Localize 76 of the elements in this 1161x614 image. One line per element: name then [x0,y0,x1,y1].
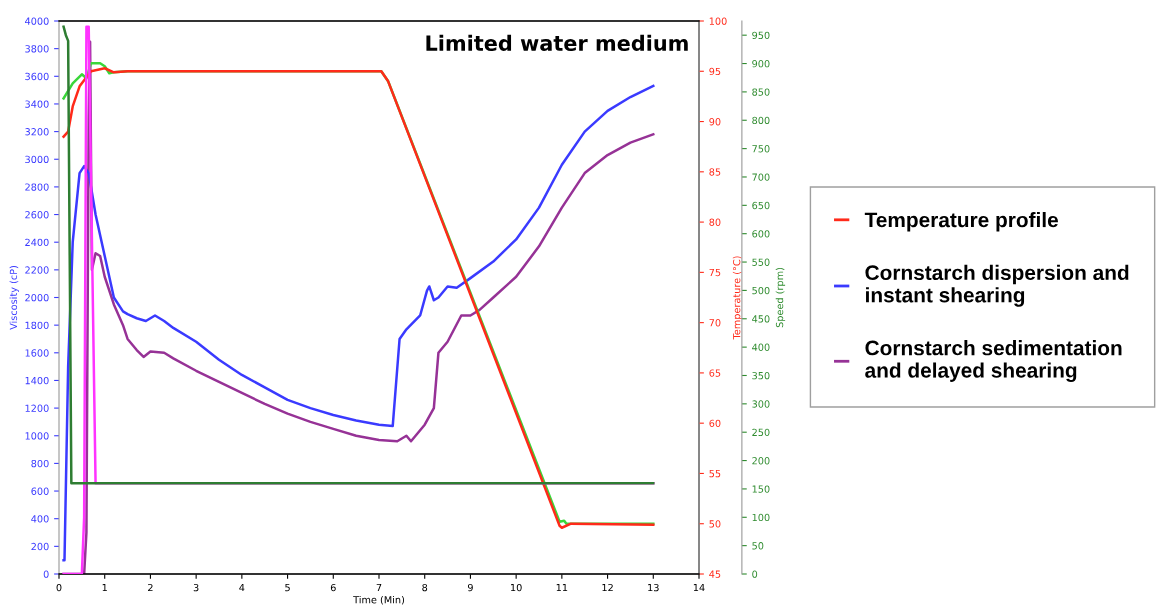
y3-tick-label: 950 [752,31,770,40]
y2-tick-label: 80 [709,218,721,226]
y3-tick-label: 600 [752,230,770,238]
y3-tick-label: 300 [752,400,770,408]
y3-tick-label: 500 [752,286,770,295]
y3-tick-label: 200 [752,457,770,465]
y3-tick-label: 50 [752,542,764,550]
x-tick-label: 10 [511,583,522,592]
y3-tick-label: 700 [752,173,770,181]
y-tick-label: 4000 [25,17,49,25]
y-tick-label: 200 [31,542,49,551]
y-tick-label: 2400 [25,238,49,247]
x-tick-label: 14 [693,584,705,592]
x-tick-label: 1 [102,584,107,592]
x-tick-label: 5 [285,584,290,592]
x-tick-label: 3 [193,583,199,592]
x-tick-label: 11 [556,584,568,592]
y-tick-label: 3000 [25,155,49,164]
x-tick-label: 8 [422,583,428,592]
y3-tick-label: 900 [752,60,770,68]
y-axis-title: Viscosity (cP) [9,265,19,330]
y2-tick-label: 65 [709,369,721,377]
x-tick-label: 0 [56,583,62,592]
x-tick-label: 12 [602,583,613,592]
text: Limited water medium [426,34,688,51]
y-tick-label: 600 [31,487,49,495]
y-tick-label: 2200 [25,266,49,274]
y3-tick-label: 750 [752,145,770,153]
y2-tick-label: 70 [709,319,721,327]
y3-tick-label: 800 [752,116,770,125]
y3-tick-label: 350 [752,371,770,380]
y3-tick-label: 0 [752,570,758,578]
y-tick-label: 3800 [25,45,49,53]
y-tick-label: 1000 [25,432,49,440]
y2-tick-label: 45 [709,570,721,578]
x-tick-label: 4 [239,584,245,592]
x-tick-label: 7 [376,584,382,592]
x-tick-label: 9 [467,583,473,592]
y-tick-label: 400 [31,515,49,523]
y2-tick-label: 60 [709,419,721,428]
x-tick-label: 6 [330,583,336,592]
y3-tick-label: 550 [752,258,770,266]
y-tick-label: 0 [43,570,49,578]
y3-tick-label: 450 [752,315,770,323]
y2-tick-label: 90 [709,118,721,126]
y2-tick-label: 50 [709,520,721,528]
y2-tick-label: 55 [709,470,721,478]
y3-tick-label: 100 [752,513,770,522]
y2-tick-label: 95 [709,67,721,76]
y-tick-label: 800 [31,459,49,468]
y3-tick-label: 850 [752,88,770,96]
y-tick-label: 2800 [25,183,49,191]
y3-axis-title: Speed (rpm) [775,267,786,328]
y-tick-label: 2000 [25,293,49,302]
y-tick-label: 1600 [25,349,49,357]
x-tick-label: 13 [648,583,659,592]
legend-label: Temperature profile [864,212,1058,232]
y-tick-label: 1800 [25,321,49,329]
y-tick-label: 3200 [25,128,49,136]
y2-tick-label: 85 [709,168,721,176]
y2-tick-label: 100 [709,17,727,25]
y3-tick-label: 150 [752,485,770,493]
y-tick-label: 3400 [25,100,49,108]
y2-axis-title: Temperature (°C) [732,256,743,340]
y-tick-label: 2600 [25,211,49,219]
x-tick-label: 2 [148,583,153,592]
y-tick-label: 1200 [25,404,49,412]
y3-tick-label: 250 [752,428,770,437]
y2-tick-label: 75 [709,268,721,277]
y3-tick-label: 650 [752,201,770,210]
y-tick-label: 1400 [25,376,49,385]
y-tick-label: 3600 [25,72,49,81]
legend-label: Cornstarch sedimentation and delayed shearing [865,340,1122,382]
legend-label: Cornstarch dispersion and instant shearing [865,264,1129,307]
y3-tick-label: 400 [752,343,770,351]
x-axis-title: Time (Min) [353,595,405,605]
